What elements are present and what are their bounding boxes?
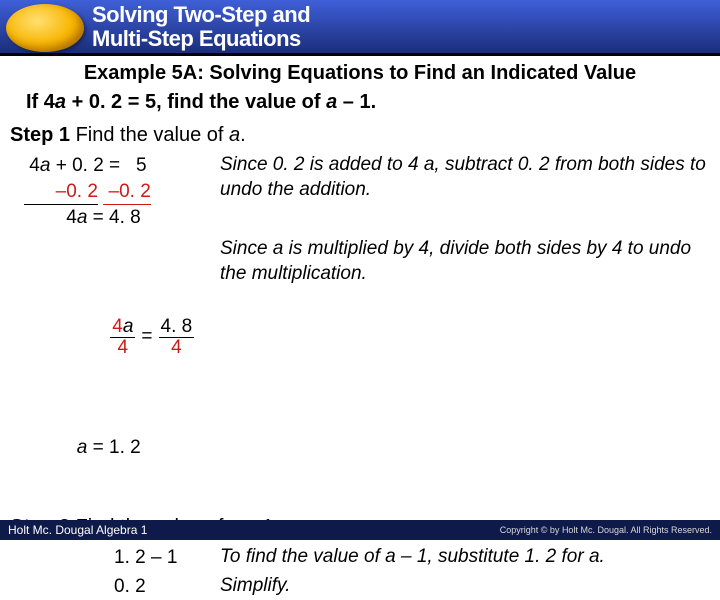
step-text: Find the value of [70,124,229,146]
frac-num: 4 [112,316,123,337]
step2-line1: 1. 2 – 1 To find the value of a – 1, sub… [114,545,710,571]
header-title-line1: Solving Two-Step and [92,2,310,27]
equals-sign: = [141,324,152,350]
slide-footer: Holt Mc. Dougal Algebra 1 Copyright © by… [0,520,720,540]
math-text: 4 [24,155,40,176]
prompt-text: + 0. 2 = 5, find the value of [66,91,326,113]
math-work: 4a 4 = 4. 8 4 a = 1. 2 [24,237,214,512]
prompt-var: a [55,91,66,113]
step-text: . [240,124,246,146]
logo-oval [6,4,84,52]
example-prompt: If 4a + 0. 2 = 5, find the value of a – … [26,91,710,114]
math-text: + 0. 2 = 5 [50,155,146,176]
frac-var: a [123,316,134,337]
math-work: 0. 2 [114,574,214,600]
math-text [24,437,77,458]
math-text: = 1. 2 [87,437,140,458]
slide-content: Example 5A: Solving Equations to Find an… [0,56,720,600]
math-var: a [77,437,88,458]
frac-num: 4. 8 [159,317,195,338]
frac-den: 4 [169,338,184,358]
explanation-text: Since 0. 2 is added to 4 a, subtract 0. … [220,153,710,202]
step1-block1: 4a + 0. 2 = 5 –0. 2 –0. 2 4a = 4. 8 Sinc… [24,153,710,231]
footer-left-text: Holt Mc. Dougal Algebra 1 [8,523,147,537]
step1-label: Step 1 Find the value of a. [10,124,710,147]
explanation-text: Simplify. [220,574,290,599]
math-var: a [40,155,51,176]
header-title-line2: Multi-Step Equations [92,26,301,51]
prompt-text: – 1. [337,91,376,113]
explanation-text: Since a is multiplied by 4, divide both … [220,237,710,286]
step-var: a [229,124,240,146]
math-var: a [77,207,88,228]
math-text: = 4. 8 [87,207,140,228]
math-subtract: –0. 2 [24,179,98,206]
header-title: Solving Two-Step and Multi-Step Equation… [92,3,310,49]
math-subtract: –0. 2 [103,179,151,206]
example-title: Example 5A: Solving Equations to Find an… [10,62,710,85]
math-text: 4 [24,207,77,228]
frac-den: 4 [116,338,131,358]
math-work: 4a + 0. 2 = 5 –0. 2 –0. 2 4a = 4. 8 [24,153,214,231]
step2-line2: 0. 2 Simplify. [114,574,710,600]
prompt-var: a [326,91,337,113]
footer-right-text: Copyright © by Holt Mc. Dougal. All Righ… [500,525,712,535]
fraction-right: 4. 8 4 [159,317,195,358]
explanation-text: To find the value of a – 1, substitute 1… [220,545,605,570]
slide-header: Solving Two-Step and Multi-Step Equation… [0,0,720,56]
prompt-text: If 4 [26,91,55,113]
fraction-left: 4a 4 [110,317,135,358]
fraction-equation: 4a 4 = 4. 8 4 [110,317,194,358]
math-work: 1. 2 – 1 [114,545,214,571]
step1-block2: 4a 4 = 4. 8 4 a = 1. 2 Since a is multip… [24,237,710,512]
step-number: Step 1 [10,124,70,146]
